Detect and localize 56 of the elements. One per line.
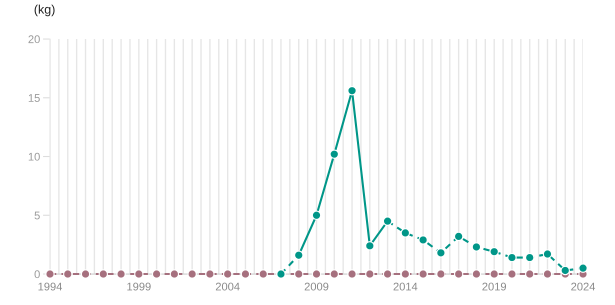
point xyxy=(258,269,268,279)
point xyxy=(294,269,304,279)
point xyxy=(98,269,108,279)
point xyxy=(454,232,464,242)
point xyxy=(400,269,410,279)
x-tick-label: 2019 xyxy=(482,282,506,291)
point xyxy=(63,269,72,279)
point xyxy=(222,269,232,279)
point xyxy=(418,235,428,245)
point xyxy=(152,269,162,279)
point xyxy=(578,263,588,273)
y-tick-label: 5 xyxy=(34,212,40,220)
point xyxy=(542,249,552,259)
x-tick-label: 1994 xyxy=(38,282,62,291)
point xyxy=(400,228,410,238)
x-tick-label: 2009 xyxy=(304,282,328,291)
x-tick-label: 1999 xyxy=(127,282,151,291)
y-tick-label: 10 xyxy=(28,152,40,161)
point xyxy=(507,252,517,262)
point xyxy=(80,269,90,279)
point xyxy=(542,269,552,279)
point xyxy=(524,269,534,279)
point xyxy=(436,269,446,279)
point xyxy=(365,269,375,279)
point xyxy=(187,269,197,279)
x-tick-label: 2014 xyxy=(394,282,418,291)
point xyxy=(560,266,570,276)
y-tick-label: 20 xyxy=(28,35,40,44)
y-tick-label: 0 xyxy=(34,270,40,278)
point xyxy=(347,86,357,96)
point xyxy=(382,269,392,279)
point xyxy=(116,269,126,279)
point xyxy=(45,269,55,279)
point xyxy=(489,269,499,279)
point xyxy=(365,241,375,251)
point xyxy=(312,210,322,220)
x-tick-label: 2024 xyxy=(571,282,596,291)
y-tick-label: 15 xyxy=(28,94,40,102)
y-axis-title: (kg) xyxy=(34,4,55,16)
point xyxy=(134,269,144,279)
point xyxy=(472,269,482,279)
x-tick-label: 2004 xyxy=(216,282,240,291)
point xyxy=(240,269,250,279)
point xyxy=(454,269,464,279)
point xyxy=(347,269,357,279)
point xyxy=(507,269,517,279)
point xyxy=(312,269,322,279)
point xyxy=(330,269,339,279)
point xyxy=(205,269,215,279)
point xyxy=(524,252,534,262)
point xyxy=(436,248,446,258)
point xyxy=(472,242,482,252)
point xyxy=(170,269,180,279)
point xyxy=(489,246,499,256)
point xyxy=(330,149,339,159)
point xyxy=(418,269,428,279)
